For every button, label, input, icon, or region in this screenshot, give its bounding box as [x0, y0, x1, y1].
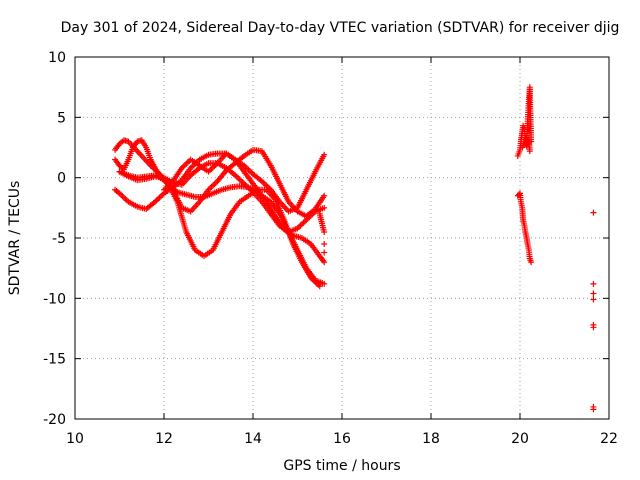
data-point [119, 193, 126, 200]
x-tick-label: 14 [244, 431, 262, 447]
data-point [590, 209, 597, 216]
data-points [112, 84, 597, 413]
data-point [208, 183, 215, 190]
data-point [321, 249, 328, 256]
data-point [515, 191, 522, 198]
data-point [206, 167, 213, 174]
data-point [181, 162, 188, 169]
x-tick-label: 20 [511, 431, 529, 447]
y-tick-label: -20 [43, 412, 66, 428]
data-point [321, 241, 328, 248]
data-point [236, 176, 243, 183]
data-point [261, 181, 268, 188]
data-point [155, 195, 162, 202]
data-point [212, 179, 219, 186]
data-point [264, 183, 271, 190]
data-point [301, 218, 308, 225]
y-tick-label: 10 [48, 50, 66, 66]
y-axis-label: SDTVAR / TECUs [7, 181, 23, 296]
data-point [206, 185, 213, 192]
data-point [235, 175, 242, 182]
data-point [266, 185, 273, 192]
data-point [183, 160, 190, 167]
data-point [590, 296, 597, 303]
data-point [211, 181, 218, 188]
x-tick-label: 12 [155, 431, 173, 447]
data-point [528, 259, 535, 266]
x-tick-label: 10 [66, 431, 84, 447]
data-point [590, 324, 597, 331]
data-point [120, 194, 127, 201]
chart-title: Day 301 of 2024, Sidereal Day-to-day VTE… [61, 20, 620, 36]
y-tick-label: 0 [57, 171, 66, 187]
data-point [321, 204, 328, 211]
data-point [590, 290, 597, 297]
data-point [321, 259, 328, 266]
data-point [590, 280, 597, 287]
data-point [298, 221, 305, 228]
x-tick-label: 16 [333, 431, 351, 447]
y-tick-label: -5 [52, 231, 66, 247]
data-point [321, 280, 328, 287]
tick-labels: 10 12 14 16 18 20 22 -20 -15 -10 -5 0 5 10 [43, 50, 618, 447]
data-point [238, 177, 245, 184]
axis-ticks [74, 56, 610, 420]
data-point [321, 151, 328, 158]
data-point [321, 192, 328, 199]
data-point [122, 195, 129, 202]
y-tick-label: 5 [57, 110, 66, 126]
data-point [156, 194, 163, 201]
data-point [321, 228, 328, 235]
data-point [300, 219, 307, 226]
plot-frame [74, 56, 610, 420]
y-tick-label: -10 [43, 291, 66, 307]
data-point [590, 406, 597, 413]
data-point [209, 182, 216, 189]
x-tick-label: 18 [422, 431, 440, 447]
data-point [316, 283, 323, 290]
x-axis-label: GPS time / hours [283, 458, 400, 474]
data-point [297, 222, 304, 229]
data-point [158, 193, 165, 200]
x-tick-label: 22 [600, 431, 618, 447]
data-point [526, 148, 533, 155]
y-tick-label: -15 [43, 352, 66, 368]
